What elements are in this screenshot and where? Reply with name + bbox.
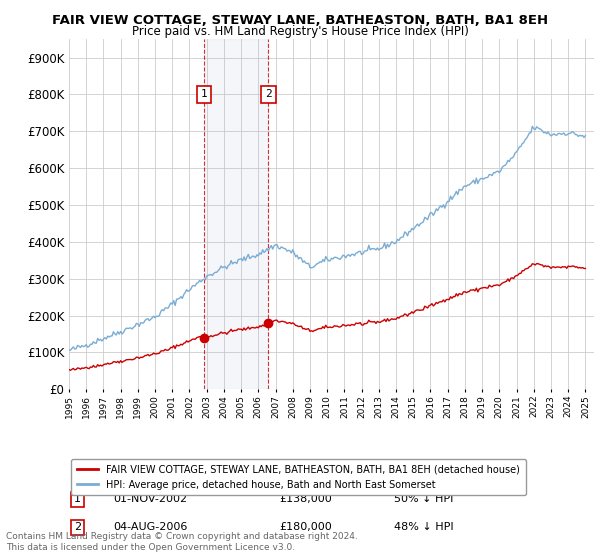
Text: 1: 1 xyxy=(200,90,207,100)
Text: 04-AUG-2006: 04-AUG-2006 xyxy=(113,522,188,533)
Legend: FAIR VIEW COTTAGE, STEWAY LANE, BATHEASTON, BATH, BA1 8EH (detached house), HPI:: FAIR VIEW COTTAGE, STEWAY LANE, BATHEAST… xyxy=(71,459,526,496)
Text: FAIR VIEW COTTAGE, STEWAY LANE, BATHEASTON, BATH, BA1 8EH: FAIR VIEW COTTAGE, STEWAY LANE, BATHEAST… xyxy=(52,14,548,27)
Text: 50% ↓ HPI: 50% ↓ HPI xyxy=(395,494,454,505)
Text: 2: 2 xyxy=(74,522,82,533)
Text: 2: 2 xyxy=(265,90,272,100)
Text: 1: 1 xyxy=(74,494,81,505)
Text: 48% ↓ HPI: 48% ↓ HPI xyxy=(395,522,454,533)
Text: Contains HM Land Registry data © Crown copyright and database right 2024.
This d: Contains HM Land Registry data © Crown c… xyxy=(6,532,358,552)
Text: Price paid vs. HM Land Registry's House Price Index (HPI): Price paid vs. HM Land Registry's House … xyxy=(131,25,469,38)
Text: 01-NOV-2002: 01-NOV-2002 xyxy=(113,494,188,505)
Text: £138,000: £138,000 xyxy=(279,494,332,505)
Bar xyxy=(204,39,268,389)
Text: £180,000: £180,000 xyxy=(279,522,332,533)
